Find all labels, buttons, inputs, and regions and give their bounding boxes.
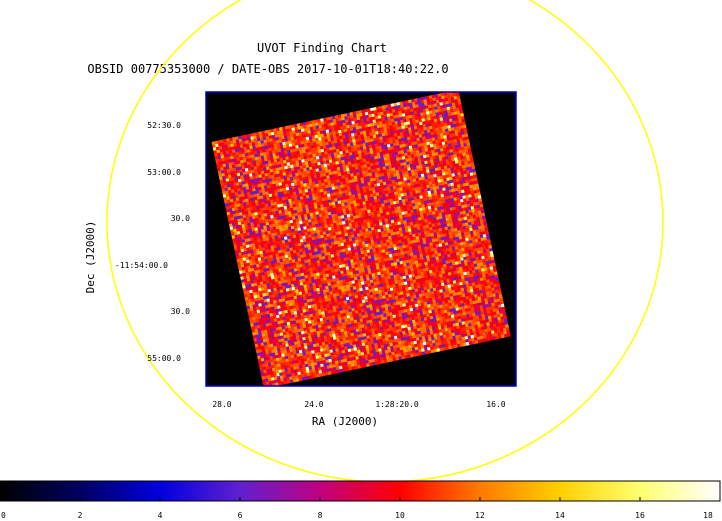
chart-subtitle: OBSID 00775353000 / DATE-OBS 2017-10-01T…: [87, 62, 448, 76]
colorbar-tick-label: 0: [1, 511, 6, 520]
y-tick-label: 53:00.0: [147, 168, 181, 177]
colorbar-tick-label: 18: [703, 511, 713, 520]
chart-title: UVOT Finding Chart: [257, 41, 387, 55]
colorbar-tick-label: 2: [78, 511, 83, 520]
colorbar-tick-label: 14: [555, 511, 565, 520]
exposure-image: [211, 92, 511, 386]
y-tick-label: 52:30.0: [147, 121, 181, 130]
colorbar-tick-label: 8: [318, 511, 323, 520]
y-tick-label: 30.0: [171, 307, 190, 316]
colorbar-tick-label: 6: [238, 511, 243, 520]
image-frame: [205, 91, 517, 387]
colorbar-tick-label: 10: [395, 511, 405, 520]
y-axis-label: Dec (J2000): [84, 221, 97, 294]
y-tick-label: 55:00.0: [147, 354, 181, 363]
y-tick-label: 30.0: [171, 214, 190, 223]
x-axis-label: RA (J2000): [312, 415, 378, 428]
colorbar-tick-label: 16: [635, 511, 645, 520]
x-tick-label: 28.0: [212, 400, 231, 409]
colorbar: [0, 480, 721, 502]
colorbar-tick-label: 12: [475, 511, 485, 520]
colorbar-tick-label: 4: [158, 511, 163, 520]
x-tick-label: 16.0: [486, 400, 505, 409]
x-tick-label: 24.0: [304, 400, 323, 409]
colorbar-ticks: 0 2 4 6 8 10 12 14 16 18: [0, 497, 721, 520]
x-tick-label: 1:28:20.0: [375, 400, 419, 409]
y-tick-label: -11:54:00.0: [115, 261, 168, 270]
